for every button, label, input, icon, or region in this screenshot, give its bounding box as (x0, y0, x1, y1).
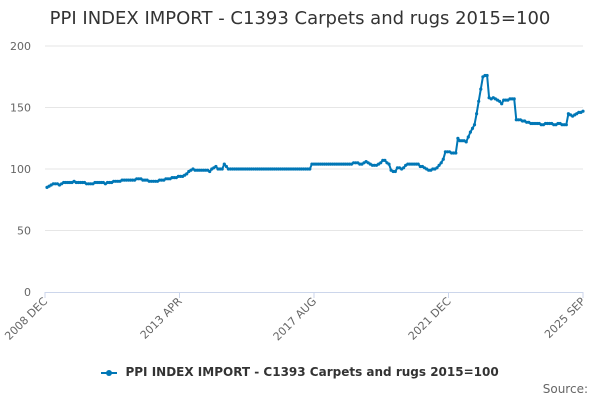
legend-label: PPI INDEX IMPORT - C1393 Carpets and rug… (125, 365, 499, 379)
y-tick-label: 50 (17, 225, 31, 238)
y-axis-tick-labels: 0 50 100 150 200 (10, 40, 31, 299)
x-axis-ticks: 2008 DEC 2013 APR 2017 AUG 2021 DEC 2025 SEP (2, 292, 588, 343)
data-point[interactable] (214, 164, 218, 169)
data-point[interactable] (477, 99, 481, 103)
x-tick-label: 2021 DEC (406, 295, 454, 343)
data-point[interactable] (470, 126, 475, 130)
series-group (45, 73, 585, 189)
data-point[interactable] (472, 123, 477, 127)
data-point[interactable] (224, 164, 228, 169)
x-tick-label: 2008 DEC (2, 295, 50, 343)
data-point[interactable] (222, 162, 226, 166)
data-point[interactable] (387, 162, 391, 166)
data-point[interactable] (454, 151, 458, 155)
data-point[interactable] (435, 166, 439, 170)
data-point[interactable] (185, 172, 189, 176)
data-point[interactable] (479, 87, 483, 91)
data-point[interactable] (441, 157, 445, 161)
data-point[interactable] (383, 158, 387, 162)
source-label: Source: (542, 382, 588, 396)
y-tick-label: 150 (10, 102, 31, 115)
data-point[interactable] (466, 135, 470, 139)
data-point[interactable] (393, 169, 397, 174)
data-point[interactable] (500, 102, 504, 106)
x-tick-label: 2017 AUG (271, 295, 320, 344)
y-tick-label: 100 (10, 163, 31, 176)
data-point[interactable] (464, 140, 468, 144)
gridlines (45, 45, 583, 231)
data-point[interactable] (402, 166, 406, 170)
data-point[interactable] (512, 97, 516, 101)
data-point[interactable] (498, 99, 502, 103)
data-point[interactable] (437, 163, 441, 167)
legend-dot (106, 369, 113, 376)
data-point[interactable] (220, 167, 224, 171)
y-tick-label: 0 (24, 286, 31, 299)
x-tick-label: 2025 SEP (542, 295, 588, 341)
data-point[interactable] (439, 161, 443, 165)
legend-line-marker (101, 369, 118, 376)
legend[interactable]: PPI INDEX IMPORT - C1393 Carpets and rug… (0, 365, 600, 379)
data-point[interactable] (208, 169, 212, 174)
data-point[interactable] (468, 130, 472, 134)
data-point[interactable] (564, 123, 568, 127)
chart-title: PPI INDEX IMPORT - C1393 Carpets and rug… (49, 8, 551, 29)
data-point[interactable] (485, 73, 489, 78)
data-point[interactable] (416, 162, 420, 166)
x-tick-label: 2013 APR (138, 295, 185, 342)
data-point[interactable] (475, 112, 479, 116)
data-point[interactable] (581, 109, 585, 113)
data-point[interactable] (379, 161, 383, 165)
data-point[interactable] (308, 167, 312, 171)
y-tick-label: 200 (10, 40, 31, 53)
series-line (46, 74, 584, 189)
data-point[interactable] (456, 136, 460, 140)
